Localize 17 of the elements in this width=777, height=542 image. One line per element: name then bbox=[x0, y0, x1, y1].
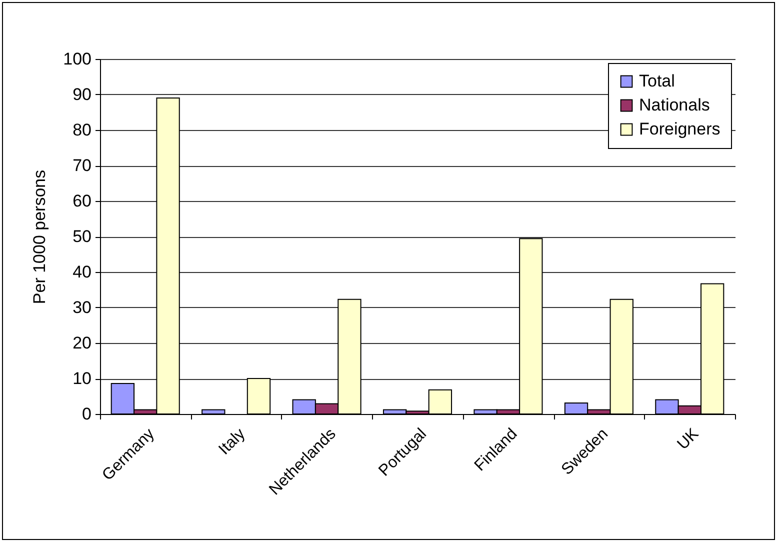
y-tick-label: 90 bbox=[72, 85, 92, 104]
y-axis-title: Per 1000 persons bbox=[30, 170, 50, 304]
y-tick-label: 100 bbox=[63, 50, 92, 68]
y-tick-label: 60 bbox=[72, 192, 92, 210]
y-tick-label: 30 bbox=[72, 298, 92, 317]
y-tick-label: 0 bbox=[82, 404, 92, 424]
y-tick-label: 70 bbox=[72, 156, 92, 175]
x-tick-label: UK bbox=[674, 425, 702, 454]
y-tick-label: 20 bbox=[72, 334, 92, 352]
y-tick-label: 50 bbox=[72, 227, 92, 246]
y-tick-label: 40 bbox=[72, 262, 92, 282]
legend-label: Foreigners bbox=[639, 120, 720, 138]
x-tick-label: Italy bbox=[216, 426, 249, 458]
legend-label: Nationals bbox=[639, 96, 710, 114]
y-tick-label: 80 bbox=[72, 120, 92, 140]
y-tick-label: 10 bbox=[72, 369, 92, 388]
legend-label: Total bbox=[639, 72, 675, 90]
